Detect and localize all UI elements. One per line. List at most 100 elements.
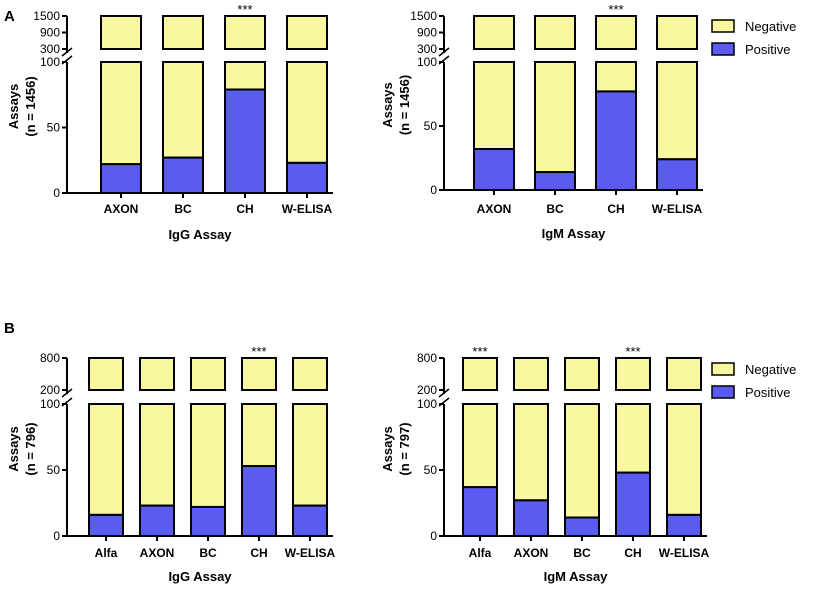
panel-label-a: A bbox=[4, 8, 15, 25]
bar-negative-lower bbox=[462, 403, 498, 489]
axis-break-mark bbox=[61, 397, 73, 407]
axis-break-mark bbox=[438, 47, 450, 57]
y-tick-label: 50 bbox=[47, 463, 61, 477]
bar-negative-upper bbox=[224, 15, 266, 50]
legend-b: Negative Positive bbox=[711, 362, 796, 400]
panel-label-b: B bbox=[4, 320, 15, 337]
bar-negative-upper bbox=[595, 15, 637, 50]
bar-negative-lower bbox=[286, 61, 328, 164]
x-tick-label: BC bbox=[546, 202, 564, 216]
bar-negative-lower bbox=[88, 403, 124, 516]
y-tick-label: 1500 bbox=[410, 9, 437, 23]
bar-negative-upper bbox=[286, 15, 328, 50]
bar-positive bbox=[292, 504, 328, 538]
bar-negative-lower bbox=[241, 403, 277, 468]
x-tick-label: CH bbox=[236, 202, 253, 216]
y-axis-title: (n = 797) bbox=[397, 422, 412, 475]
axis-break-mark bbox=[61, 388, 73, 398]
bar-negative-upper bbox=[100, 15, 142, 50]
bar-positive bbox=[100, 163, 142, 194]
bar-negative-upper bbox=[241, 357, 277, 391]
x-tick-label: CH bbox=[607, 202, 624, 216]
y-tick-label: 100 bbox=[417, 55, 437, 69]
legend-swatch-negative bbox=[711, 19, 735, 33]
bar-negative-lower bbox=[190, 403, 226, 508]
y-tick-label: 900 bbox=[417, 26, 437, 40]
bar-negative-upper bbox=[656, 15, 698, 50]
bar-positive bbox=[513, 499, 549, 537]
bar-positive bbox=[564, 516, 600, 538]
y-tick-label: 1500 bbox=[33, 9, 60, 23]
bar-negative-lower bbox=[595, 61, 637, 93]
x-tick-label: CH bbox=[624, 546, 641, 560]
y-axis-title: Assays bbox=[6, 84, 21, 130]
bar-negative-upper bbox=[462, 357, 498, 391]
bar-negative-upper bbox=[513, 357, 549, 391]
x-tick-label: W-ELISA bbox=[282, 202, 333, 216]
x-tick-label: AXON bbox=[104, 202, 139, 216]
y-axis-title: (n = 796) bbox=[23, 422, 38, 475]
bar-positive bbox=[241, 465, 277, 538]
bar-positive bbox=[286, 161, 328, 194]
axis-break-mark bbox=[438, 388, 450, 398]
bar-negative-lower bbox=[666, 403, 702, 516]
significance-annotation: *** bbox=[608, 2, 623, 17]
y-tick-label: 0 bbox=[53, 529, 60, 543]
x-tick-label: Alfa bbox=[95, 546, 118, 560]
legend-label-negative: Negative bbox=[745, 362, 796, 377]
bar-positive bbox=[534, 171, 576, 192]
legend-swatch-positive bbox=[711, 385, 735, 399]
x-tick-label: Alfa bbox=[469, 546, 492, 560]
bar-positive bbox=[595, 90, 637, 191]
y-tick-label: 100 bbox=[417, 397, 437, 411]
x-tick-label: AXON bbox=[140, 546, 175, 560]
x-tick-label: AXON bbox=[477, 202, 512, 216]
bar-positive bbox=[473, 148, 515, 191]
bar-negative-upper bbox=[88, 357, 124, 391]
y-tick-label: 800 bbox=[40, 351, 60, 365]
legend-swatch-positive bbox=[711, 42, 735, 56]
legend-swatch-negative bbox=[711, 362, 735, 376]
bar-negative-lower bbox=[513, 403, 549, 502]
y-tick-label: 0 bbox=[430, 183, 437, 197]
x-tick-label: CH bbox=[250, 546, 267, 560]
axis-break-mark bbox=[61, 55, 73, 65]
bar-negative-upper bbox=[666, 357, 702, 391]
x-tick-label: AXON bbox=[514, 546, 549, 560]
axis-break-mark bbox=[438, 55, 450, 65]
bar-negative-lower bbox=[162, 61, 204, 159]
x-tick-label: W-ELISA bbox=[285, 546, 336, 560]
bar-negative-lower bbox=[473, 61, 515, 151]
y-tick-label: 0 bbox=[430, 529, 437, 543]
bar-positive bbox=[88, 513, 124, 538]
bar-negative-lower bbox=[100, 61, 142, 166]
legend-label-positive: Positive bbox=[745, 42, 791, 57]
y-tick-label: 0 bbox=[53, 186, 60, 200]
bar-positive bbox=[666, 513, 702, 538]
significance-annotation: *** bbox=[625, 344, 640, 359]
y-tick-label: 50 bbox=[424, 119, 438, 133]
y-axis-title: Assays bbox=[380, 82, 395, 128]
bar-negative-upper bbox=[473, 15, 515, 50]
y-tick-label: 300 bbox=[40, 42, 60, 56]
legend-label-positive: Positive bbox=[745, 385, 791, 400]
legend-label-negative: Negative bbox=[745, 19, 796, 34]
bar-negative-upper bbox=[564, 357, 600, 391]
bar-negative-upper bbox=[162, 15, 204, 50]
y-tick-label: 800 bbox=[417, 351, 437, 365]
bar-positive bbox=[462, 486, 498, 538]
bar-negative-upper bbox=[292, 357, 328, 391]
bar-negative-upper bbox=[615, 357, 651, 391]
bar-negative-lower bbox=[292, 403, 328, 507]
legend-a: Negative Positive bbox=[711, 19, 796, 57]
y-tick-label: 200 bbox=[417, 383, 437, 397]
y-tick-label: 900 bbox=[40, 26, 60, 40]
bar-negative-lower bbox=[564, 403, 600, 519]
bar-negative-upper bbox=[139, 357, 175, 391]
bar-negative-lower bbox=[615, 403, 651, 474]
x-tick-label: W-ELISA bbox=[652, 202, 703, 216]
bar-positive bbox=[224, 88, 266, 194]
